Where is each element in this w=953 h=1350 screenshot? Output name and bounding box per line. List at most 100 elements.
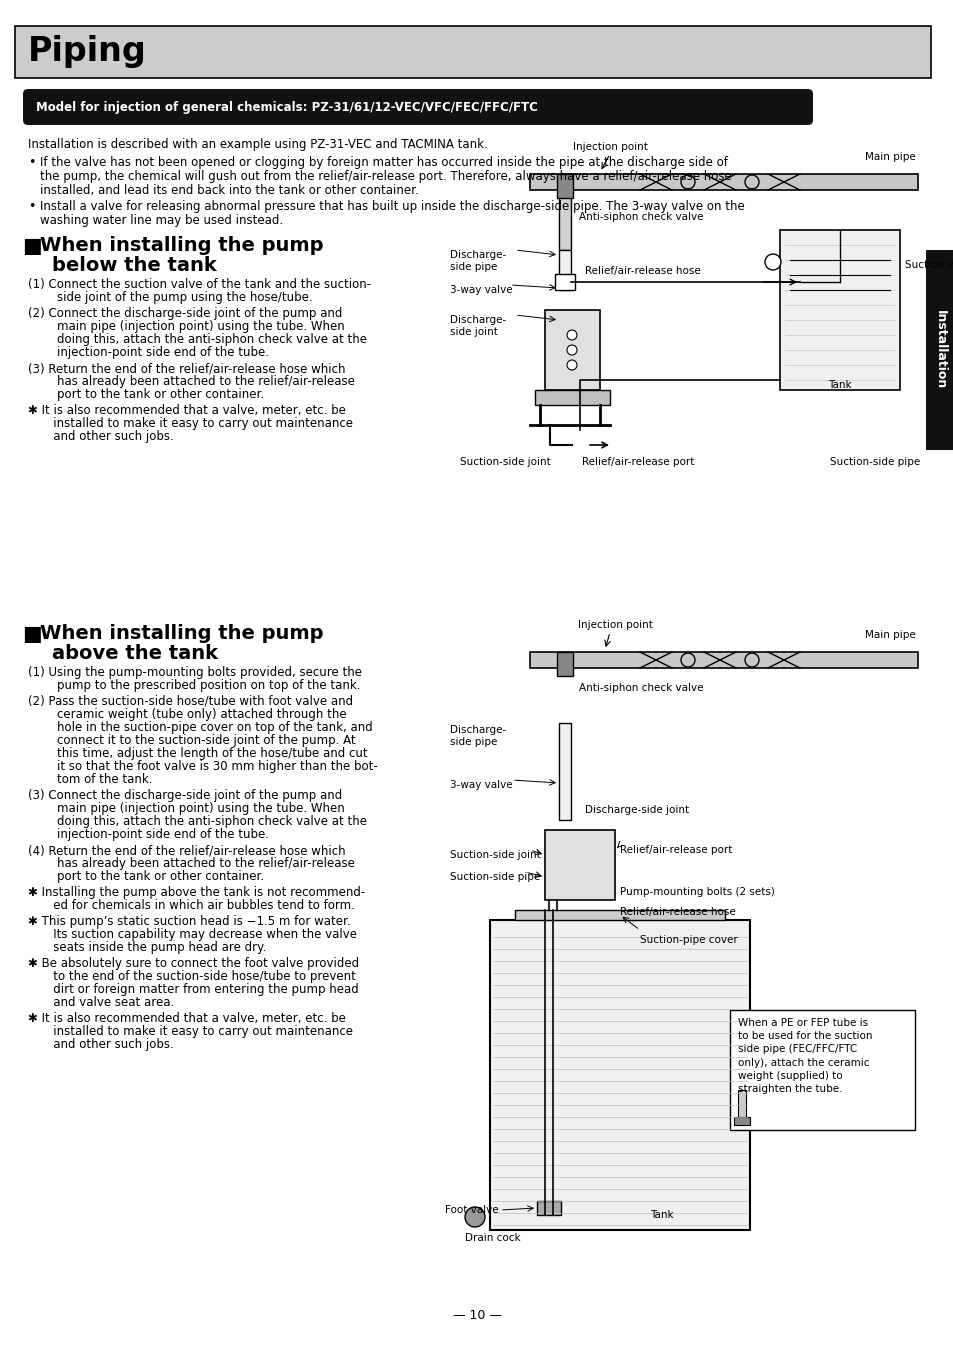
Text: Piping: Piping <box>28 35 147 69</box>
Text: Discharge-
side joint: Discharge- side joint <box>450 315 506 336</box>
Text: •: • <box>28 157 35 169</box>
Text: ✱ This pump’s static suction head is −1.5 m for water.: ✱ This pump’s static suction head is −1.… <box>28 915 351 927</box>
Text: Install a valve for releasing abnormal pressure that has built up inside the dis: Install a valve for releasing abnormal p… <box>40 200 744 213</box>
Text: doing this, attach the anti-siphon check valve at the: doing this, attach the anti-siphon check… <box>42 333 367 346</box>
Text: seats inside the pump head are dry.: seats inside the pump head are dry. <box>42 941 266 954</box>
Text: ceramic weight (tube only) attached through the: ceramic weight (tube only) attached thro… <box>42 707 346 721</box>
Text: tom of the tank.: tom of the tank. <box>42 774 152 786</box>
Text: has already been attached to the relief/air-release: has already been attached to the relief/… <box>42 857 355 869</box>
Text: — 10 —: — 10 — <box>452 1310 501 1322</box>
Circle shape <box>566 329 577 340</box>
Bar <box>537 1202 560 1215</box>
Text: (2) Connect the discharge-side joint of the pump and: (2) Connect the discharge-side joint of … <box>28 306 342 320</box>
Text: and other such jobs.: and other such jobs. <box>42 431 173 443</box>
Text: Main pipe: Main pipe <box>864 630 915 640</box>
Bar <box>780 230 899 390</box>
Text: side joint of the pump using the hose/tube.: side joint of the pump using the hose/tu… <box>42 292 313 304</box>
Bar <box>530 174 917 190</box>
Text: port to the tank or other container.: port to the tank or other container. <box>42 869 264 883</box>
Text: Discharge-side joint: Discharge-side joint <box>584 805 688 815</box>
Text: Foot valve: Foot valve <box>444 1206 498 1215</box>
Text: When installing the pump: When installing the pump <box>40 236 323 255</box>
Text: ■: ■ <box>22 624 42 644</box>
Text: doing this, attach the anti-siphon check valve at the: doing this, attach the anti-siphon check… <box>42 815 367 828</box>
Bar <box>558 250 571 290</box>
Text: (3) Connect the discharge-side joint of the pump and: (3) Connect the discharge-side joint of … <box>28 788 342 802</box>
Text: Main pipe: Main pipe <box>864 153 915 162</box>
Text: has already been attached to the relief/air-release: has already been attached to the relief/… <box>42 375 355 387</box>
Text: If the valve has not been opened or clogging by foreign matter has occurred insi: If the valve has not been opened or clog… <box>40 157 727 169</box>
Text: Installation: Installation <box>933 310 945 390</box>
Text: Relief/air-release port: Relief/air-release port <box>581 458 694 467</box>
Text: •: • <box>28 200 35 213</box>
Text: installed to make it easy to carry out maintenance: installed to make it easy to carry out m… <box>42 417 353 431</box>
Text: ✱ It is also recommended that a valve, meter, etc. be: ✱ It is also recommended that a valve, m… <box>28 404 346 417</box>
Text: Drain cock: Drain cock <box>464 1233 520 1243</box>
Text: Pump-mounting bolts (2 sets): Pump-mounting bolts (2 sets) <box>619 887 774 896</box>
Text: 3-way valve: 3-way valve <box>450 780 512 790</box>
Circle shape <box>566 346 577 355</box>
Text: injection-point side end of the tube.: injection-point side end of the tube. <box>42 346 269 359</box>
Text: Installation is described with an example using PZ-31-VEC and TACMINA tank.: Installation is described with an exampl… <box>28 138 487 151</box>
Text: and valve seat area.: and valve seat area. <box>42 996 174 1008</box>
Bar <box>530 652 917 668</box>
Bar <box>733 1116 749 1125</box>
Text: Suction-pipe cover: Suction-pipe cover <box>639 936 737 945</box>
Circle shape <box>464 1207 484 1227</box>
Bar <box>729 1010 914 1130</box>
Circle shape <box>764 254 781 270</box>
Bar <box>738 1089 745 1125</box>
Text: Anti-siphon check valve: Anti-siphon check valve <box>578 683 702 693</box>
Text: Suction valve: Suction valve <box>904 261 953 270</box>
Text: above the tank: above the tank <box>52 644 218 663</box>
Text: (4) Return the end of the relief/air-release hose which: (4) Return the end of the relief/air-rel… <box>28 844 345 857</box>
Bar <box>535 390 609 405</box>
Text: installed, and lead its end back into the tank or other container.: installed, and lead its end back into th… <box>40 184 418 197</box>
Text: ✱ Installing the pump above the tank is not recommend-: ✱ Installing the pump above the tank is … <box>28 886 365 899</box>
Text: Relief/air-release port: Relief/air-release port <box>619 845 732 855</box>
Text: main pipe (injection point) using the tube. When: main pipe (injection point) using the tu… <box>42 802 344 815</box>
Text: hole in the suction-pipe cover on top of the tank, and: hole in the suction-pipe cover on top of… <box>42 721 373 734</box>
Text: When installing the pump: When installing the pump <box>40 624 323 643</box>
Text: Discharge-
side pipe: Discharge- side pipe <box>450 725 506 747</box>
Text: (1) Using the pump-mounting bolts provided, secure the: (1) Using the pump-mounting bolts provid… <box>28 666 361 679</box>
Text: Relief/air-release hose: Relief/air-release hose <box>584 266 700 275</box>
Text: to the end of the suction-side hose/tube to prevent: to the end of the suction-side hose/tube… <box>42 971 355 983</box>
Text: washing water line may be used instead.: washing water line may be used instead. <box>40 215 283 227</box>
Text: Tank: Tank <box>649 1210 673 1220</box>
Bar <box>544 310 599 390</box>
Text: ed for chemicals in which air bubbles tend to form.: ed for chemicals in which air bubbles te… <box>42 899 355 913</box>
Bar <box>544 830 615 900</box>
Bar <box>925 250 953 450</box>
Text: dirt or foreign matter from entering the pump head: dirt or foreign matter from entering the… <box>42 983 358 996</box>
Text: the pump, the chemical will gush out from the relief/air-release port. Therefore: the pump, the chemical will gush out fro… <box>40 170 731 184</box>
Bar <box>15 26 930 78</box>
Bar <box>515 910 724 919</box>
Text: Its suction capability may decrease when the valve: Its suction capability may decrease when… <box>42 927 356 941</box>
Text: pump to the prescribed position on top of the tank.: pump to the prescribed position on top o… <box>42 679 360 693</box>
Text: Suction-side joint: Suction-side joint <box>450 850 540 860</box>
Text: Injection point: Injection point <box>572 142 647 153</box>
Text: When a PE or FEP tube is
to be used for the suction
side pipe (FEC/FFC/FTC
only): When a PE or FEP tube is to be used for … <box>738 1018 872 1094</box>
Text: main pipe (injection point) using the tube. When: main pipe (injection point) using the tu… <box>42 320 344 333</box>
Text: (3) Return the end of the relief/air-release hose which: (3) Return the end of the relief/air-rel… <box>28 362 345 375</box>
Bar <box>557 652 573 676</box>
Bar <box>558 190 571 250</box>
Text: port to the tank or other container.: port to the tank or other container. <box>42 387 264 401</box>
Text: Suction-side pipe: Suction-side pipe <box>829 458 920 467</box>
Text: 3-way valve: 3-way valve <box>450 285 512 296</box>
Text: this time, adjust the length of the hose/tube and cut: this time, adjust the length of the hose… <box>42 747 367 760</box>
Bar <box>490 919 749 1230</box>
Text: (2) Pass the suction-side hose/tube with foot valve and: (2) Pass the suction-side hose/tube with… <box>28 695 353 707</box>
Circle shape <box>566 360 577 370</box>
Text: Injection point: Injection point <box>577 620 652 630</box>
Text: injection-point side end of the tube.: injection-point side end of the tube. <box>42 828 269 841</box>
Text: Relief/air-release hose: Relief/air-release hose <box>619 907 735 917</box>
Text: Model for injection of general chemicals: PZ-31/61/12-VEC/VFC/FEC/FFC/FTC: Model for injection of general chemicals… <box>36 100 537 113</box>
Text: it so that the foot valve is 30 mm higher than the bot-: it so that the foot valve is 30 mm highe… <box>42 760 377 774</box>
Text: ■: ■ <box>22 236 42 256</box>
Bar <box>557 174 573 198</box>
Text: Suction-side joint: Suction-side joint <box>459 458 550 467</box>
Text: connect it to the suction-side joint of the pump. At: connect it to the suction-side joint of … <box>42 734 355 747</box>
Text: below the tank: below the tank <box>52 256 216 275</box>
